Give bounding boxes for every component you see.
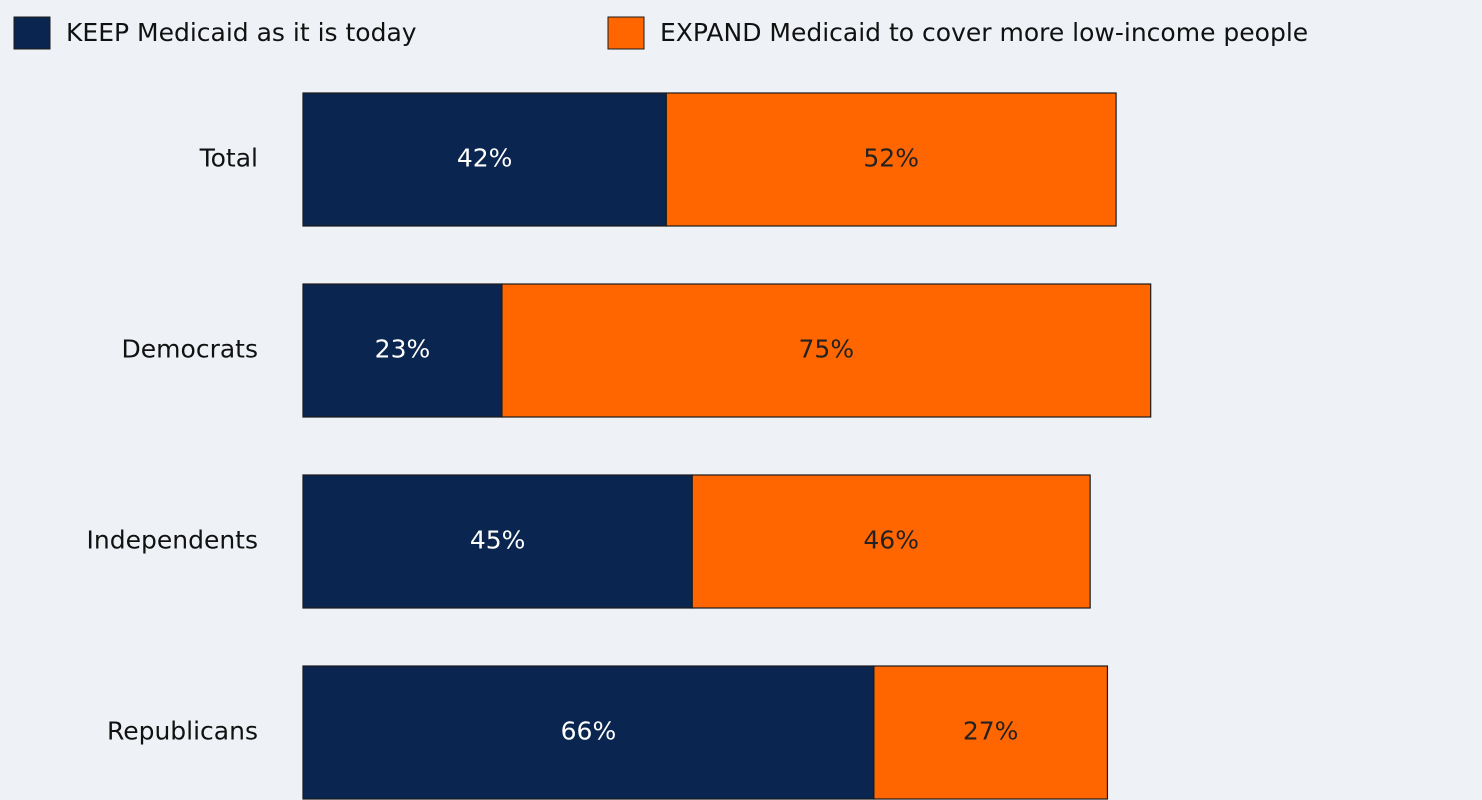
data-label: 27% bbox=[963, 717, 1019, 746]
legend-label: EXPAND Medicaid to cover more low-income… bbox=[660, 18, 1308, 47]
legend-swatch bbox=[607, 16, 645, 50]
bar-segment bbox=[691, 474, 1091, 609]
legend-label: KEEP Medicaid as it is today bbox=[66, 18, 417, 47]
data-label: 45% bbox=[470, 526, 526, 555]
category-label: Total bbox=[199, 144, 258, 173]
data-label: 46% bbox=[863, 526, 919, 555]
legend-swatch bbox=[13, 16, 51, 50]
data-label: 75% bbox=[799, 335, 855, 364]
bar-segment bbox=[302, 474, 693, 609]
category-label: Democrats bbox=[122, 335, 258, 364]
data-label: 23% bbox=[375, 335, 431, 364]
bar-segment bbox=[873, 665, 1109, 800]
category-label: Independents bbox=[87, 526, 258, 555]
bar-segment bbox=[302, 283, 503, 418]
bar-segment bbox=[302, 665, 875, 800]
bar-segment bbox=[665, 92, 1117, 227]
data-label: 66% bbox=[561, 717, 617, 746]
bar-segment bbox=[501, 283, 1152, 418]
category-label: Republicans bbox=[107, 717, 258, 746]
data-label: 42% bbox=[457, 144, 513, 173]
bar-segment bbox=[302, 92, 667, 227]
data-label: 52% bbox=[863, 144, 919, 173]
